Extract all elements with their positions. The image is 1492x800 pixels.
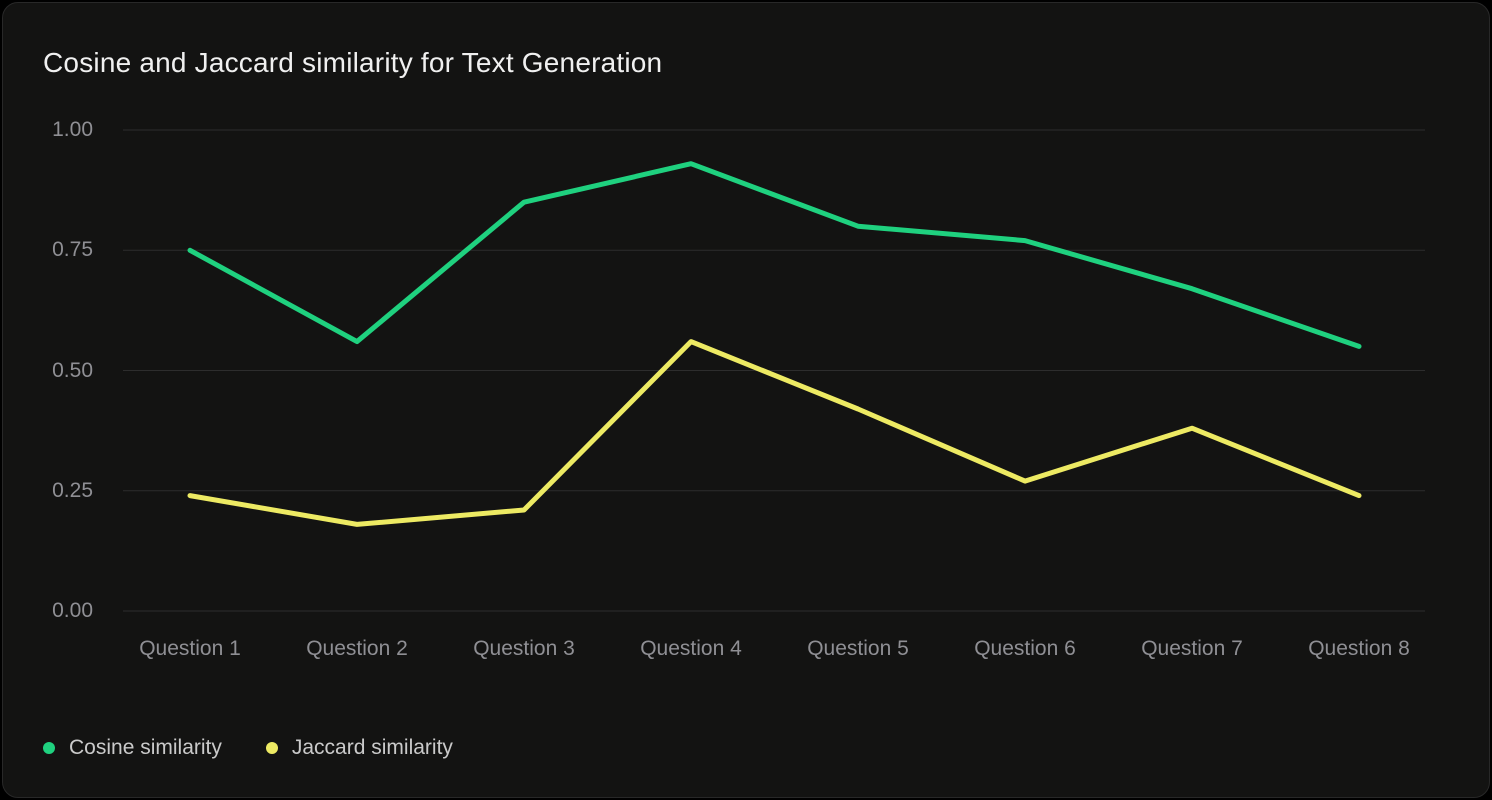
series-line-jaccard-similarity[interactable] [187, 339, 1362, 527]
y-tick-label: 0.00 [52, 599, 93, 622]
x-tick-label: Question 6 [974, 637, 1076, 660]
y-tick-label: 1.00 [52, 118, 93, 141]
y-tick-label: 0.50 [52, 358, 93, 382]
line-chart-plot-area [123, 129, 1425, 612]
x-tick-label: Question 5 [807, 637, 909, 660]
x-tick-label: Question 8 [1308, 637, 1410, 660]
x-tick-label: Question 7 [1141, 637, 1243, 660]
x-tick-label: Question 3 [473, 637, 575, 660]
chart-title: Cosine and Jaccard similarity for Text G… [43, 47, 663, 78]
legend-item-cosine-similarity[interactable]: Cosine similarity [43, 736, 222, 760]
x-tick-label: Question 4 [640, 637, 742, 660]
legend-label: Cosine similarity [69, 736, 222, 759]
y-tick-label: 0.25 [52, 478, 93, 502]
series-line-cosine-similarity[interactable] [187, 161, 1362, 349]
y-tick-label: 0.75 [52, 238, 93, 262]
chart-legend: Cosine similarity Jaccard similarity [43, 736, 453, 760]
legend-item-jaccard-similarity[interactable]: Jaccard similarity [265, 736, 453, 760]
x-tick-label: Question 2 [306, 637, 408, 660]
legend-dot-icon [43, 742, 55, 754]
x-tick-label: Question 1 [139, 637, 241, 660]
legend-label: Jaccard similarity [291, 736, 453, 759]
legend-dot-icon [265, 742, 278, 754]
